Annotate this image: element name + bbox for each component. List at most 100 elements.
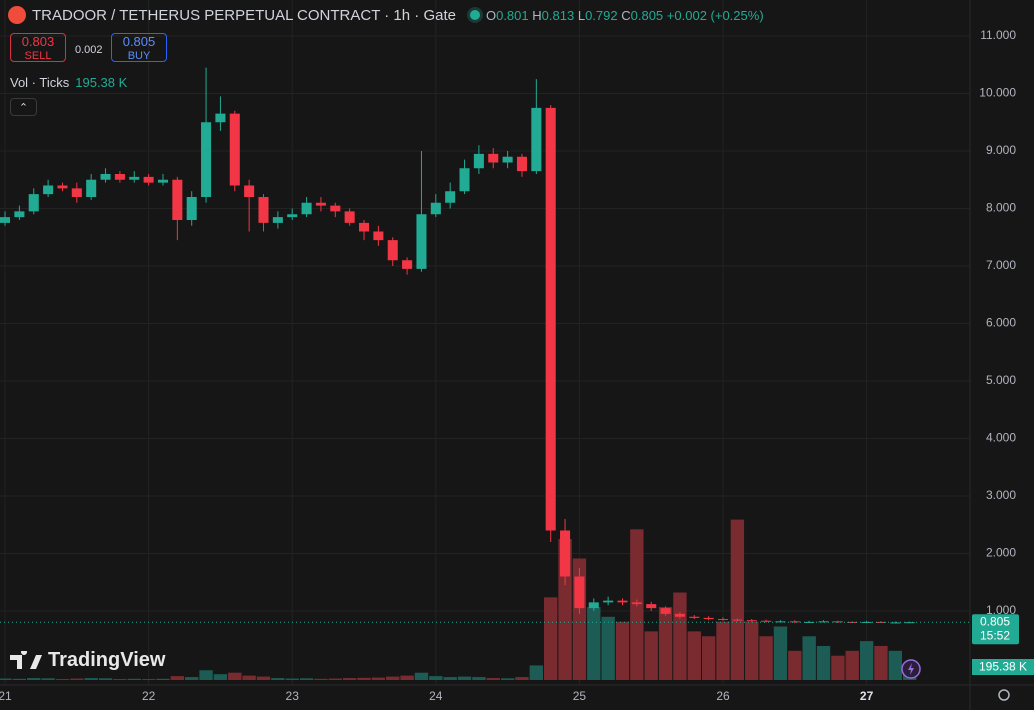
candle-body (416, 214, 427, 269)
ohlc-label: C (621, 7, 631, 23)
ohlc-label: O (485, 7, 497, 23)
volume-bar (859, 641, 874, 680)
candle-body (761, 620, 772, 622)
candle-body (717, 619, 729, 621)
candle-body (430, 202, 441, 215)
candle-body (488, 153, 499, 163)
ohlc-label: H (532, 7, 542, 23)
volume-bar (271, 678, 285, 680)
buy-label: BUY (127, 50, 151, 62)
candle-body (588, 602, 599, 609)
volume-bar (141, 679, 156, 680)
candle-body (689, 616, 700, 618)
candle-body (402, 260, 413, 269)
candle-body (502, 156, 513, 163)
countdown: 15:52 (980, 628, 1010, 642)
volume-bar (429, 676, 443, 680)
candle-body (890, 622, 901, 624)
volume-bar (457, 676, 472, 680)
y-tick-label: 5.000 (986, 373, 1016, 387)
candle-body (789, 621, 800, 623)
volume-badge-label: 195.38 K (979, 660, 1027, 674)
volume-bar (242, 675, 256, 680)
volume-bar (55, 679, 70, 680)
sell-button[interactable]: 0.803 SELL (10, 33, 66, 62)
candle-body (904, 622, 915, 624)
volume-bar (802, 636, 816, 680)
volume-bar (84, 678, 98, 680)
volume-bar (213, 674, 228, 680)
volume-legend-value: 195.38 K (75, 75, 128, 90)
volume-bar (98, 678, 113, 680)
candle-body (301, 202, 312, 215)
y-tick-label: 2.000 (986, 546, 1016, 560)
candle-body (272, 217, 283, 223)
volume-bar (687, 631, 701, 680)
volume-bar (314, 678, 328, 680)
candle-body (617, 600, 628, 603)
y-tick-label: 7.000 (986, 258, 1016, 272)
logo-icon (10, 650, 42, 669)
settings-icon (998, 689, 1010, 701)
volume-bar (371, 677, 386, 680)
candle-body (129, 176, 140, 180)
x-tick-label: 26 (716, 689, 730, 703)
volume-bar (601, 616, 615, 680)
volume-bar (328, 678, 342, 680)
volume-bar (759, 636, 773, 680)
volume-bar (113, 679, 127, 680)
y-tick-label: 1.000 (986, 603, 1016, 617)
candle-body (545, 107, 556, 531)
candle-body (445, 191, 456, 203)
volume-bar (874, 645, 888, 680)
candle-body (646, 604, 657, 609)
candle-body (100, 173, 111, 180)
ohlc-value: 0.805 (630, 7, 664, 23)
logo: TradingView (10, 649, 165, 672)
y-tick-label: 6.000 (986, 316, 1016, 330)
volume-bar (888, 650, 903, 680)
candle-body (71, 188, 82, 197)
volume-bar (228, 672, 242, 680)
y-tick-label: 8.000 (986, 201, 1016, 215)
y-tick-label: 11.000 (980, 28, 1016, 42)
candle-body (28, 194, 39, 212)
sell-label: SELL (24, 50, 52, 62)
ohlc-label: L (577, 7, 586, 23)
collapse-button[interactable]: ⌃ (10, 98, 37, 116)
y-tick-label: 4.000 (986, 431, 1016, 445)
candle-body (14, 211, 25, 218)
volume-bar (544, 597, 558, 680)
sell-price: 0.803 (21, 34, 55, 49)
volume-bar (386, 676, 400, 680)
spread: 0.002 (75, 44, 103, 56)
volume-bar (342, 678, 357, 680)
price-badge (972, 614, 1019, 645)
volume-bar (788, 650, 802, 680)
y-tick-label: 10.000 (979, 86, 1016, 100)
volume-bar (0, 678, 12, 680)
buy-button[interactable]: 0.805 BUY (111, 33, 167, 62)
candle-body (703, 617, 714, 620)
candle-body (818, 621, 829, 623)
volume-bar (615, 621, 630, 680)
volume-bar (285, 678, 299, 680)
candle-body (244, 185, 255, 197)
volume-bar (400, 675, 414, 680)
volume-bar (199, 670, 213, 680)
volume-bar (414, 672, 429, 680)
x-tick-label: 22 (142, 689, 156, 703)
y-tick-label: 3.000 (986, 488, 1016, 502)
candle-body (516, 156, 528, 172)
candle-body (172, 179, 183, 220)
candle-body (861, 621, 872, 623)
volume-bar (486, 678, 500, 680)
candle-body (143, 176, 154, 183)
volume-bar (673, 592, 687, 680)
candle-body (287, 214, 298, 218)
volume-bar (587, 607, 601, 680)
symbol-title[interactable]: TRADOOR / TETHERUS PERPETUAL CONTRACT · … (32, 6, 456, 24)
ohlc-value: 0.801 (496, 7, 529, 23)
status-dot (469, 10, 480, 20)
